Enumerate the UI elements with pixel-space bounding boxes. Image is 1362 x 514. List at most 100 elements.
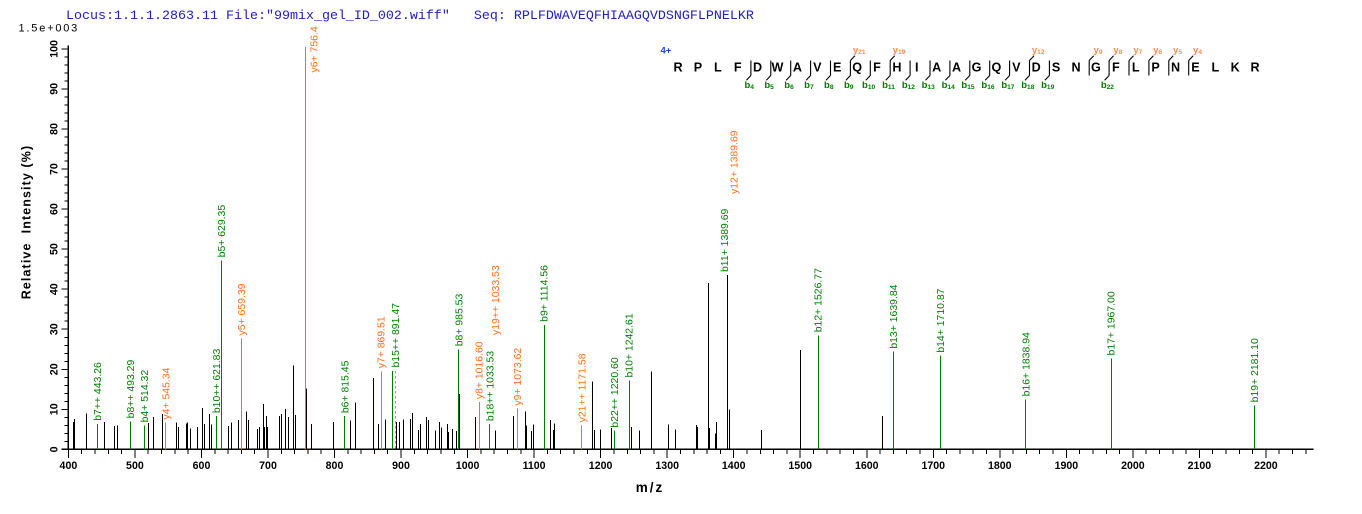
svg-text:b16+ 1838.94: b16+ 1838.94: [1022, 332, 1033, 396]
svg-text:b8+ 985.53: b8+ 985.53: [454, 294, 465, 347]
svg-text:W: W: [772, 61, 784, 75]
svg-text:b10++ 621.83: b10++ 621.83: [212, 349, 223, 414]
svg-text:b18: b18: [1021, 80, 1034, 91]
svg-text:y8: y8: [1113, 45, 1122, 56]
svg-text:b17+ 1967.00: b17+ 1967.00: [1107, 291, 1118, 355]
svg-text:Q: Q: [992, 61, 1002, 75]
svg-text:P: P: [694, 61, 702, 75]
svg-text:b19: b19: [1041, 80, 1054, 91]
svg-text:b12: b12: [902, 80, 915, 91]
svg-text:80: 80: [49, 123, 61, 135]
svg-text:400: 400: [60, 460, 78, 472]
svg-text:1700: 1700: [922, 460, 946, 472]
svg-text:4+: 4+: [661, 46, 672, 57]
svg-text:b4+ 514.32: b4+ 514.32: [140, 370, 151, 423]
svg-text:1300: 1300: [655, 460, 679, 472]
svg-text:A: A: [793, 61, 802, 75]
svg-text:A: A: [952, 61, 961, 75]
svg-text:30: 30: [49, 323, 61, 335]
svg-text:E: E: [833, 61, 841, 75]
svg-text:y12+ 1389.69: y12+ 1389.69: [730, 130, 741, 194]
svg-text:b11: b11: [882, 80, 895, 91]
svg-text:1.5e+003: 1.5e+003: [19, 23, 80, 35]
svg-text:E: E: [1191, 61, 1199, 75]
svg-text:0: 0: [49, 446, 61, 452]
svg-text:b10+ 1242.61: b10+ 1242.61: [625, 313, 636, 377]
svg-text:Relative Intensity (%): Relative Intensity (%): [20, 145, 34, 300]
svg-text:b4: b4: [744, 80, 754, 91]
svg-text:F: F: [734, 61, 742, 75]
svg-text:y7+ 869.51: y7+ 869.51: [377, 316, 388, 368]
svg-text:b22: b22: [1101, 80, 1114, 91]
svg-text:40: 40: [49, 283, 61, 295]
svg-text:1500: 1500: [788, 460, 812, 472]
svg-text:b15++ 891.47: b15++ 891.47: [391, 303, 402, 368]
svg-text:y21++ 1171.58: y21++ 1171.58: [577, 353, 588, 422]
svg-text:b11+ 1389.69: b11+ 1389.69: [720, 208, 731, 272]
svg-text:y9+ 1073.62: y9+ 1073.62: [513, 348, 524, 406]
svg-text:b18++ 1033.53: b18++ 1033.53: [486, 351, 497, 421]
svg-text:y4: y4: [1193, 45, 1202, 56]
svg-text:2000: 2000: [1121, 460, 1145, 472]
svg-text:60: 60: [49, 203, 61, 215]
svg-text:G: G: [972, 61, 982, 75]
svg-text:1000: 1000: [456, 460, 480, 472]
svg-text:V: V: [813, 61, 822, 75]
svg-text:y6+ 756.4: y6+ 756.4: [310, 26, 321, 72]
svg-text:L: L: [714, 61, 722, 75]
svg-text:1100: 1100: [523, 460, 546, 472]
svg-text:b10: b10: [862, 80, 875, 91]
svg-text:L: L: [1211, 61, 1219, 75]
svg-text:700: 700: [259, 460, 277, 472]
svg-text:y19: y19: [893, 45, 906, 56]
svg-text:100: 100: [49, 40, 61, 58]
svg-text:b7++ 443.26: b7++ 443.26: [93, 362, 104, 421]
svg-text:F: F: [873, 61, 881, 75]
svg-text:1900: 1900: [1055, 460, 1079, 472]
svg-text:F: F: [1112, 61, 1120, 75]
svg-text:b5: b5: [764, 80, 774, 91]
svg-text:b14+ 1710.87: b14+ 1710.87: [936, 288, 947, 352]
svg-text:2100: 2100: [1188, 460, 1212, 472]
svg-text:900: 900: [392, 460, 410, 472]
svg-text:b22++ 1220.60: b22++ 1220.60: [610, 357, 621, 427]
svg-text:b13: b13: [922, 80, 935, 91]
svg-text:b19+ 2181.10: b19+ 2181.10: [1250, 338, 1261, 402]
svg-text:1200: 1200: [589, 460, 613, 472]
svg-text:y4+ 545.34: y4+ 545.34: [161, 367, 172, 419]
svg-text:Locus:1.1.1.2863.11 File:"99mi: Locus:1.1.1.2863.11 File:"99mix_gel_ID_0…: [66, 9, 754, 24]
svg-text:D: D: [753, 61, 762, 75]
svg-text:m/z: m/z: [636, 480, 665, 495]
svg-text:N: N: [1071, 61, 1080, 75]
svg-text:H: H: [892, 61, 901, 75]
svg-text:90: 90: [49, 83, 61, 95]
svg-text:R: R: [673, 61, 682, 75]
svg-text:y8+ 1016.60: y8+ 1016.60: [475, 341, 486, 399]
svg-text:S: S: [1052, 61, 1060, 75]
svg-text:V: V: [1012, 61, 1021, 75]
svg-text:1600: 1600: [855, 460, 879, 472]
svg-text:y9: y9: [1094, 45, 1103, 56]
svg-text:y5+ 659.39: y5+ 659.39: [237, 283, 248, 335]
svg-text:R: R: [1251, 61, 1260, 75]
svg-text:I: I: [915, 61, 919, 75]
svg-text:N: N: [1171, 61, 1180, 75]
svg-text:2200: 2200: [1254, 460, 1278, 472]
svg-text:y7: y7: [1133, 45, 1142, 56]
svg-text:b5+ 629.35: b5+ 629.35: [217, 205, 228, 258]
svg-text:D: D: [1032, 61, 1041, 75]
svg-text:b9: b9: [844, 80, 854, 91]
svg-text:b9+ 1114.56: b9+ 1114.56: [540, 265, 551, 322]
svg-text:b13+ 1639.84: b13+ 1639.84: [889, 284, 900, 348]
svg-text:b17: b17: [1001, 80, 1014, 91]
svg-text:b14: b14: [942, 80, 955, 91]
svg-text:1800: 1800: [988, 460, 1012, 472]
svg-text:y19++ 1033.53: y19++ 1033.53: [491, 265, 502, 335]
svg-text:b7: b7: [804, 80, 814, 91]
svg-text:b16: b16: [981, 80, 994, 91]
svg-text:50: 50: [49, 243, 61, 255]
svg-text:y5: y5: [1173, 45, 1182, 56]
svg-text:G: G: [1091, 61, 1101, 75]
svg-text:b15: b15: [961, 80, 974, 91]
svg-text:y12: y12: [1032, 45, 1045, 56]
